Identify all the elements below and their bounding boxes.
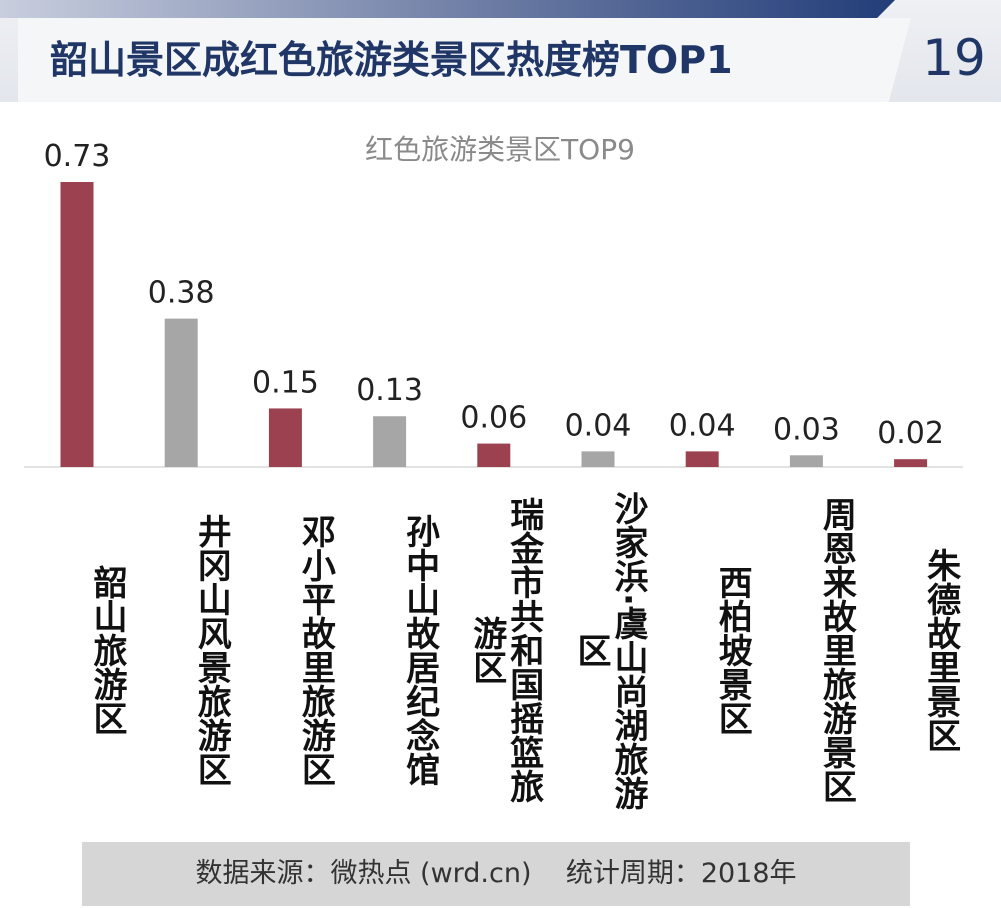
category-label-1: 韶山旅游区	[87, 565, 127, 735]
data-label-3: 0.15	[252, 365, 319, 400]
chart-title: 红色旅游类景区TOP9	[365, 133, 635, 166]
category-label-8: 周恩来故里旅游景区	[816, 497, 857, 803]
data-label-2: 0.38	[148, 276, 215, 311]
bar-3	[268, 408, 302, 467]
page-number: 19	[922, 29, 986, 87]
bar-2	[164, 318, 198, 467]
category-label-4: 孙中山故居纪念馆	[399, 514, 440, 786]
category-label-7: 西柏坡景区	[712, 565, 753, 735]
bar-1	[60, 182, 94, 467]
data-label-1: 0.73	[44, 139, 111, 174]
category-label-5: 瑞金市共和国摇篮旅游区	[466, 497, 544, 803]
category-label-9: 朱德故里景区	[920, 548, 961, 752]
header-title-panel	[18, 18, 911, 102]
category-label-3: 邓小平故里旅游区	[295, 514, 336, 786]
bar-7	[685, 451, 719, 467]
category-label-2: 井冈山风景旅游区	[191, 514, 232, 786]
category-label-6: 沙家浜·虞山尚湖旅游区	[571, 490, 648, 810]
bar-9	[894, 459, 928, 467]
data-label-6: 0.04	[565, 408, 632, 443]
bar-5	[477, 443, 511, 467]
data-label-9: 0.02	[877, 416, 944, 451]
header-accent-stripe	[0, 0, 895, 18]
data-label-7: 0.04	[669, 408, 736, 443]
page-title: 韶山景区成红色旅游类景区热度榜TOP1	[50, 38, 733, 82]
bar-4	[373, 416, 407, 467]
bar-8	[789, 455, 823, 467]
footer-text: 数据来源：微热点 (wrd.cn) 统计周期：2018年	[195, 858, 797, 889]
data-label-4: 0.13	[356, 373, 423, 408]
bar-6	[581, 451, 615, 467]
source-footer: 数据来源：微热点 (wrd.cn) 统计周期：2018年	[82, 842, 910, 906]
data-label-5: 0.06	[460, 401, 527, 436]
data-label-8: 0.03	[773, 412, 840, 447]
